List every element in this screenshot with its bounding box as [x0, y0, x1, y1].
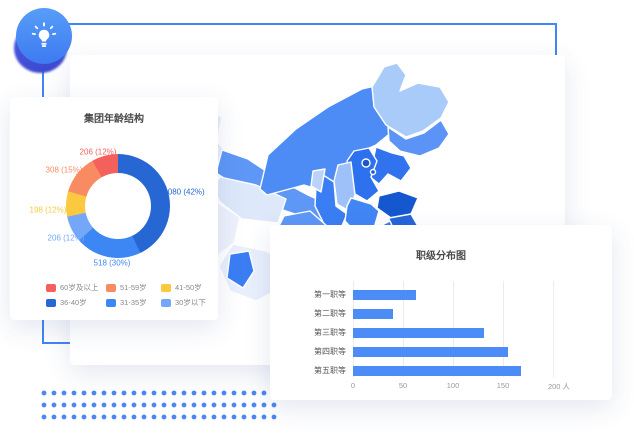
age-donut-chart [66, 154, 170, 258]
legend-swatch [46, 283, 56, 292]
bar [353, 309, 393, 319]
map-region-beijing [361, 158, 371, 168]
x-tick-label: 150 [496, 381, 510, 390]
legend-item-41-50[interactable]: 41-50岁 [161, 282, 202, 293]
legend-label: 51-59岁 [120, 283, 147, 292]
bar-track [353, 328, 553, 338]
bar [353, 290, 416, 300]
map-region-ningxia [310, 168, 326, 193]
connector-line-top-horizontal [58, 23, 556, 25]
category-label: 第二职等 [314, 309, 346, 318]
donut-callout-36-40: 1080 (42%) [163, 187, 205, 197]
bar [353, 366, 521, 376]
donut-callout-41-50: 198 (12%) [29, 205, 67, 215]
bar-track [353, 347, 553, 357]
legend-item-31-35[interactable]: 31-35岁 [106, 297, 147, 308]
lightbulb-badge [16, 8, 72, 64]
map-region-guangxi [226, 250, 255, 289]
map-region-jilin [387, 119, 450, 157]
donut-callout-under-30: 206 (12%) [47, 233, 85, 243]
bar-row: 第二职等 [270, 309, 612, 319]
legend-item-under-30[interactable]: 30岁以下 [161, 297, 206, 308]
connector-line-top-vertical [555, 23, 557, 59]
legend-swatch [106, 283, 116, 292]
category-label: 第三职等 [314, 328, 346, 337]
map-region-heilongjiang [371, 62, 450, 138]
category-label: 第五职等 [314, 366, 346, 375]
x-tick-label: 0 [350, 381, 356, 390]
x-tick-label: 50 [398, 381, 408, 390]
legend-label: 41-50岁 [175, 283, 202, 292]
bar-row: 第四职等 [270, 347, 612, 357]
legend-item-51-59[interactable]: 51-59岁 [106, 282, 147, 293]
donut-callout-51-59: 308 (15%) [45, 165, 83, 175]
x-tick-label: 200 人 [547, 382, 571, 391]
bar-track [353, 366, 553, 376]
age-card-title: 集团年龄结构 [84, 114, 144, 125]
donut-callout-31-35: 518 (30%) [93, 258, 131, 268]
legend-item-60-plus[interactable]: 60岁及以上 [46, 282, 98, 293]
age-structure-card: 集团年龄结构 1080 (42%) 518 (30%) 206 (12%) 19… [10, 97, 218, 320]
bar [353, 328, 484, 338]
rank-distribution-card: 职级分布图 第一职等 第二职等 第三职等 第四职等 第五职等 0 50 100 … [270, 225, 612, 400]
bar-row: 第一职等 [270, 290, 612, 300]
legend-label: 60岁及以上 [60, 283, 99, 292]
donut-callout-60-plus: 206 (12%) [79, 147, 117, 157]
gridline [553, 281, 554, 377]
bar [353, 347, 508, 357]
legend-label: 31-35岁 [120, 298, 147, 307]
gridline [503, 281, 504, 377]
rank-card-title: 职级分布图 [416, 251, 466, 262]
connector-line-left-horizontal [42, 342, 72, 344]
x-tick-label: 100 [446, 381, 460, 390]
legend-swatch [161, 283, 171, 292]
category-label: 第四职等 [314, 347, 346, 356]
bar-track [353, 290, 553, 300]
dots-pattern [39, 387, 279, 420]
legend-label: 30岁以下 [175, 298, 206, 307]
legend-swatch [161, 298, 171, 307]
legend-label: 36-40岁 [60, 298, 87, 307]
lightbulb-icon [31, 22, 57, 47]
legend-swatch [46, 298, 56, 307]
legend-item-36-40[interactable]: 36-40岁 [46, 297, 87, 308]
category-label: 第一职等 [314, 290, 346, 299]
legend-swatch [106, 298, 116, 307]
bar-row: 第三职等 [270, 328, 612, 338]
map-region-shandong [376, 190, 419, 219]
bar-track [353, 309, 553, 319]
bar-row: 第五职等 [270, 366, 612, 376]
map-region-tianjin [369, 168, 377, 176]
